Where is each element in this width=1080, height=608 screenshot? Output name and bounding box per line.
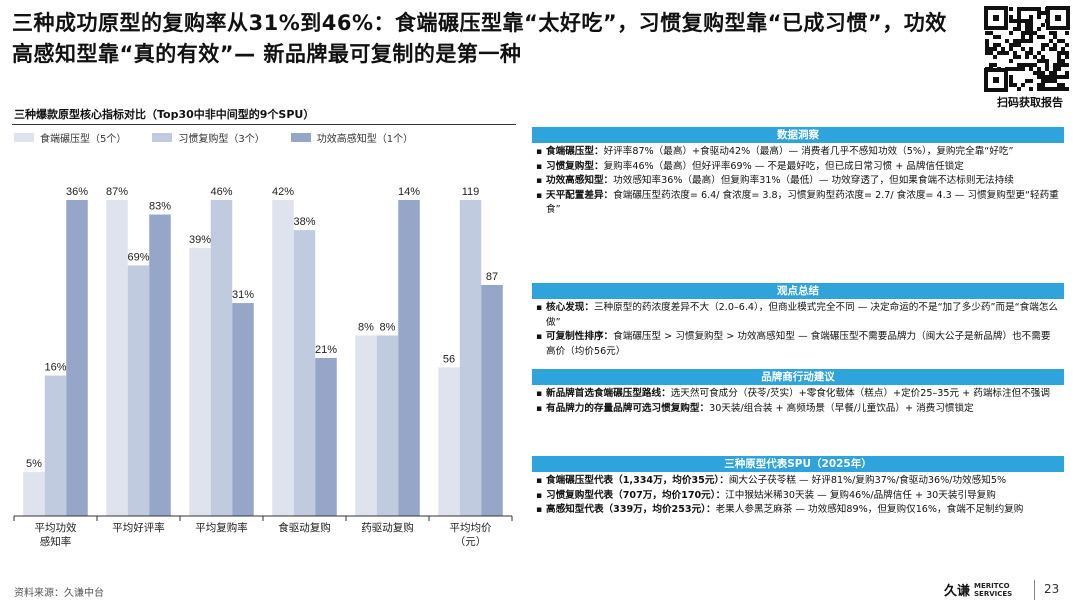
brand-name-en-1: MERITCO (974, 581, 1010, 590)
insight-item: 功效高感知型：功效感知率36%（最高）但复购率31%（最低）— 功效穿透了，但如… (536, 174, 1060, 189)
data-label-1-2: 87% (106, 186, 128, 198)
category-label-1: 感知率 (40, 535, 72, 548)
data-label-3-6: 87 (486, 271, 498, 283)
data-label-2-5: 8% (380, 321, 396, 333)
legend-item-series-2: 习惯复购型（3个） (152, 130, 265, 145)
spu-item: 习惯复购型代表（707万，均价170元）：江中猴姑米稀30天装 — 复购46%/… (536, 489, 1060, 504)
bar-2-5 (376, 335, 399, 516)
category-label-2: 平均好评率 (112, 521, 165, 534)
bar-2-3 (210, 200, 233, 516)
category-label-6: （元） (455, 536, 487, 548)
spu-item: 高感知型代表（339万，均价253元）：老果人参黑芝麻茶 — 功效感知89%，但… (536, 503, 1060, 518)
chart-heading: 三种爆款原型核心指标对比（Top30中非中间型的9个SPU） (14, 108, 315, 121)
source-note: 资料来源：久谦中台 (14, 588, 104, 599)
qr-code (984, 6, 1070, 92)
legend-label-series-1: 食端碾压型（5个） (40, 134, 127, 145)
legend-item-series-3: 功效高感知型（1个） (290, 130, 414, 145)
data-label-3-1: 36% (66, 186, 88, 198)
panel-header-recommendations: 品牌商行动建议 (532, 369, 1064, 385)
data-label-2-3: 46% (210, 186, 232, 198)
data-label-3-2: 83% (149, 201, 171, 213)
bar-3-6 (481, 284, 503, 516)
data-label-1-5: 8% (358, 321, 374, 333)
legend-item-series-1: 食端碾压型（5个） (14, 130, 126, 145)
panel-header-insights: 数据洞察 (532, 127, 1064, 143)
bar-2-6 (459, 200, 482, 516)
bar-1-4 (272, 200, 294, 516)
chart-legend: 食端碾压型（5个） 习惯复购型（3个） 功效高感知型（1个） (14, 130, 413, 145)
chart-heading-rule (12, 124, 516, 125)
category-label-1: 平均功效 (35, 521, 77, 534)
bar-3-1 (66, 200, 88, 516)
bar-1-2 (106, 200, 128, 516)
data-label-2-2: 69% (127, 251, 149, 263)
bar-3-5 (398, 200, 420, 516)
legend-swatch-series-3 (290, 133, 311, 142)
brand-divider (1034, 580, 1035, 600)
data-label-1-4: 42% (272, 186, 294, 198)
bar-2-1 (44, 375, 67, 516)
data-label-3-3: 31% (232, 289, 254, 301)
bar-1-3 (189, 248, 211, 516)
category-label-5: 药驱动复购 (361, 521, 414, 534)
brand-name-en-2: SERVICES (974, 589, 1013, 598)
legend-label-series-2: 习惯复购型（3个） (178, 134, 265, 145)
spu-item: 食端碾压型代表（1,334万，均价35元）：闽大公子茯苓糕 — 好评81%/复购… (536, 474, 1060, 489)
brand-name-cn: 久谦 (944, 584, 971, 599)
bar-3-4 (315, 358, 337, 516)
bar-3-2 (149, 214, 171, 516)
data-label-2-6: 119 (462, 186, 480, 198)
bar-2-2 (127, 265, 150, 516)
category-label-6: 平均均价 (450, 522, 492, 534)
page-number: 23 (1044, 582, 1060, 596)
panel-representative-spu: 三种原型代表SPU（2025年） 食端碾压型代表（1,334万，均价35元）：闽… (532, 456, 1064, 518)
page-title: 三种成功原型的复购率从31%到46%：食端碾压型靠“太好吃”，习惯复购型靠“已成… (12, 11, 947, 66)
panel-recommendations: 品牌商行动建议 新品牌首选食端碾压型路线：选天然可食成分（茯苓/芡实）+零食化载… (532, 369, 1064, 416)
panel-insights: 数据洞察 食端碾压型：好评率87%（最高）+食驱动42%（最高）— 消费者几乎不… (532, 127, 1064, 218)
data-label-3-4: 21% (315, 344, 337, 356)
data-label-1-1: 5% (26, 458, 42, 470)
legend-swatch-series-1 (14, 133, 34, 142)
qr-label: 扫码获取报告 (997, 96, 1063, 109)
bar-1-1 (23, 472, 45, 516)
bar-2-4 (293, 230, 316, 516)
bar-3-3 (232, 303, 254, 516)
recommendation-item: 新品牌首选食端碾压型路线：选天然可食成分（茯苓/芡实）+零食化载体（糕点）+定价… (536, 387, 1060, 402)
brand-logo: 久谦 MERITCO SERVICES (944, 580, 1013, 600)
panel-summary: 观点总结 核心发现：三种原型的药浓度差异不大（2.0–6.4），但商业模式完全不… (532, 283, 1064, 359)
data-label-1-6: 56 (443, 353, 455, 365)
legend-label-series-3: 功效高感知型（1个） (316, 134, 414, 145)
category-label-3: 平均复购率 (195, 521, 248, 534)
insight-item: 习惯复购型：复购率46%（最高）但好评率69% — 不是最好吃，但已成日常习惯 … (536, 160, 1060, 175)
insight-item: 食端碾压型：好评率87%（最高）+食驱动42%（最高）— 消费者几乎不感知功效（… (536, 145, 1060, 160)
panel-header-summary: 观点总结 (532, 283, 1064, 299)
recommendation-item: 有品牌力的存量品牌可选习惯复购型：30天装/组合装 + 高频场景（早餐/儿童饮品… (536, 402, 1060, 417)
panel-header-representative-spu: 三种原型代表SPU（2025年） (532, 456, 1064, 472)
insight-item: 天平配置差异：食端碾压型药浓度= 6.4/ 食浓度= 3.8，习惯复购型药浓度=… (536, 189, 1060, 218)
bar-1-6 (438, 367, 460, 516)
data-label-1-3: 39% (189, 234, 211, 246)
bar-1-5 (355, 335, 377, 516)
summary-item: 可复制性排序：食端碾压型 > 习惯复购型 > 功效高感知型 — 食端碾压型不需要… (536, 330, 1060, 359)
legend-swatch-series-2 (152, 133, 173, 142)
category-label-4: 食驱动复购 (278, 521, 331, 534)
summary-item: 核心发现：三种原型的药浓度差异不大（2.0–6.4），但商业模式完全不同 — 决… (536, 301, 1060, 330)
data-label-2-4: 38% (293, 216, 315, 228)
data-label-2-1: 16% (44, 362, 66, 374)
data-label-3-5: 14% (398, 186, 420, 198)
